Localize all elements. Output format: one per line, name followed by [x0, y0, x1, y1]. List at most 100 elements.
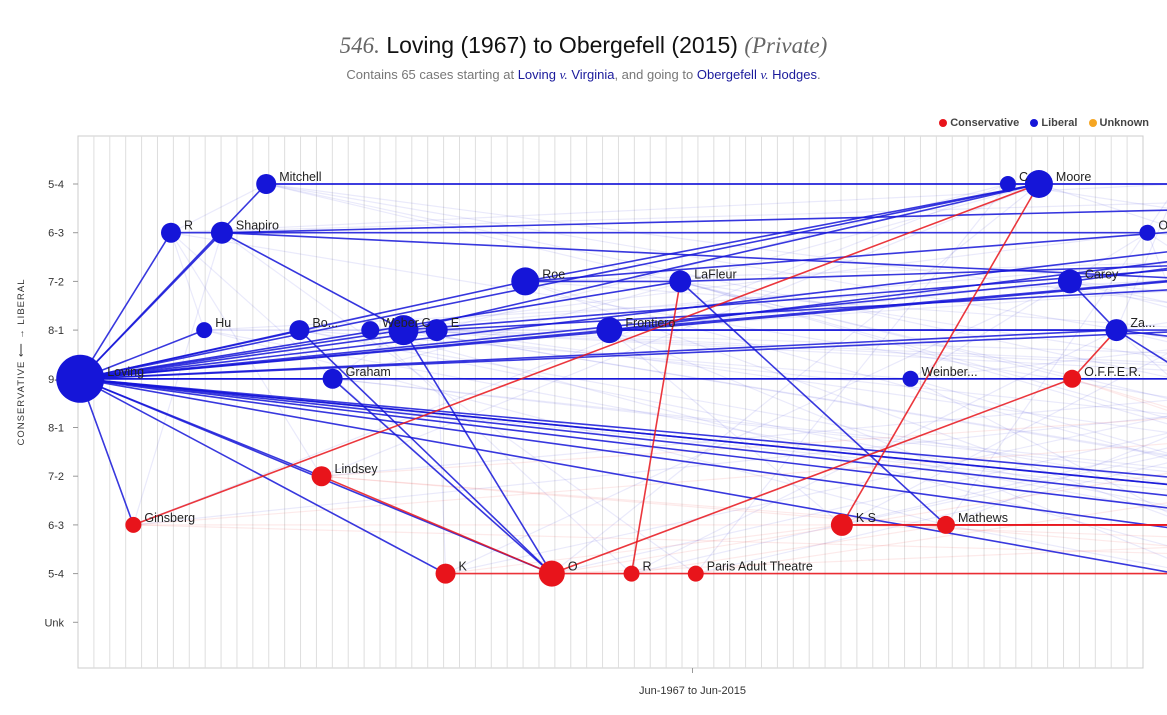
faint-edge [332, 378, 1167, 473]
case-node-hu[interactable] [196, 322, 213, 339]
case-node-r1[interactable] [160, 222, 181, 243]
citation-edge [80, 329, 437, 380]
case-node-weinber[interactable] [902, 370, 919, 387]
case-node-o1[interactable] [538, 560, 565, 587]
faint-edge [695, 502, 1167, 575]
end-case-a[interactable]: Obergefell [696, 67, 757, 82]
case-node-weber[interactable] [361, 321, 380, 340]
x-axis-label: Jun-1967 to Jun-2015 [639, 685, 746, 697]
citation-edge [79, 378, 135, 526]
faint-edge [403, 329, 1167, 456]
case-label-weinber: Weinber... [922, 365, 978, 379]
faint-edge [370, 232, 1148, 331]
start-case-v[interactable]: v. [559, 67, 568, 82]
subtitle-mid: , and going to [614, 67, 694, 82]
faint-edge [445, 524, 842, 575]
case-node-ks[interactable] [830, 513, 853, 536]
faint-edge [551, 546, 1167, 575]
case-node-ofer[interactable] [1063, 369, 1082, 388]
case-node-e[interactable] [425, 319, 448, 342]
faint-edge [609, 329, 1167, 559]
legend-conservative[interactable]: Conservative [939, 117, 1019, 129]
faint-edge [204, 329, 1167, 512]
faint-edge [370, 262, 1167, 331]
case-node-za[interactable] [1105, 319, 1128, 342]
faint-edge [170, 202, 1167, 234]
faint-edge [266, 183, 1167, 339]
case-node-k2[interactable] [435, 563, 456, 584]
case-node-mathews[interactable] [936, 515, 955, 534]
case-label-frontiero: Frontiero [625, 316, 675, 330]
case-node-cnode[interactable] [388, 315, 419, 346]
citation-edge [79, 232, 223, 380]
end-case-b[interactable]: Hodges [772, 67, 817, 82]
case-label-o1: O [568, 560, 578, 574]
case-label-r1: R [184, 219, 193, 233]
start-case-b[interactable]: Virginia [571, 67, 615, 82]
faint-edge [945, 524, 1167, 569]
case-label-moore: Moore [1056, 170, 1091, 184]
legend-liberal[interactable]: Liberal [1030, 117, 1077, 129]
citation-edge [80, 378, 1167, 486]
citation-edge [80, 378, 1167, 529]
faint-edge [609, 290, 1167, 331]
case-node-lafleur[interactable] [669, 270, 692, 293]
case-node-c2[interactable] [999, 176, 1016, 192]
case-node-r3[interactable] [623, 565, 640, 582]
citation-edge [80, 378, 1167, 478]
title-text: Loving (1967) to Obergefell (2015) [386, 32, 738, 58]
case-node-moore[interactable] [1024, 170, 1053, 198]
case-node-bo[interactable] [289, 320, 310, 341]
y-tick-label: 7-2 [48, 276, 64, 288]
chart-title: 546. Loving (1967) to Obergefell (2015) … [0, 32, 1167, 59]
faint-edge [369, 329, 632, 575]
start-case-a[interactable]: Loving [517, 67, 556, 82]
faint-edge [631, 524, 947, 575]
case-label-carey: Carey [1085, 267, 1119, 281]
case-label-ofer: O.F.F.E.R. [1084, 365, 1141, 379]
case-node-shapiro[interactable] [210, 221, 233, 244]
end-case-link[interactable]: Obergefell v. Hodges [697, 67, 817, 82]
case-node-graham[interactable] [322, 368, 343, 389]
faint-edge [80, 378, 1167, 491]
citation-edge [525, 231, 1167, 283]
faint-edge [436, 329, 1167, 354]
faint-edge [170, 183, 267, 234]
faint-edge [436, 330, 447, 574]
chart-grid [77, 135, 1144, 673]
faint-edge [1071, 378, 1167, 411]
citation-edge [133, 183, 1040, 526]
faint-edge [403, 329, 1167, 457]
citation-edge [80, 281, 1167, 380]
end-case-v[interactable]: v. [760, 67, 769, 82]
legend-conservative-label: Conservative [950, 117, 1020, 129]
faint-edge [133, 443, 1167, 526]
faint-edge [133, 183, 1009, 526]
case-label-graham: Graham [346, 365, 391, 379]
citation-edge [609, 261, 1167, 331]
y-axis-label: CONSERVATIVE ⟵ → LIBERAL [16, 279, 27, 446]
case-node-orr[interactable] [1139, 224, 1156, 241]
case-node-ginsberg[interactable] [125, 516, 142, 533]
legend-unknown-dot [1088, 119, 1097, 127]
case-node-loving[interactable] [56, 354, 105, 403]
case-label-loving: Loving [107, 365, 144, 379]
y-tick-label: Unk [44, 617, 64, 629]
y-tick-label: 5-4 [48, 569, 64, 581]
faint-edge [299, 329, 1167, 485]
case-node-paris[interactable] [687, 565, 704, 582]
start-case-link[interactable]: Loving v. Virginia [518, 67, 615, 82]
y-tick-label: 7-2 [48, 471, 64, 483]
case-node-mitchell[interactable] [256, 174, 277, 194]
case-node-frontiero[interactable] [596, 317, 623, 344]
case-node-lindsey[interactable] [311, 466, 332, 487]
citation-edge [80, 280, 1071, 380]
citation-edge [221, 231, 404, 331]
chart-header: 546. Loving (1967) to Obergefell (2015) … [0, 0, 1167, 83]
case-node-roe[interactable] [511, 267, 540, 296]
faint-edge [910, 232, 1148, 380]
case-node-carey[interactable] [1057, 269, 1082, 294]
chart-legend: Conservative Liberal Unknown [931, 117, 1149, 129]
legend-unknown[interactable]: Unknown [1088, 117, 1149, 129]
